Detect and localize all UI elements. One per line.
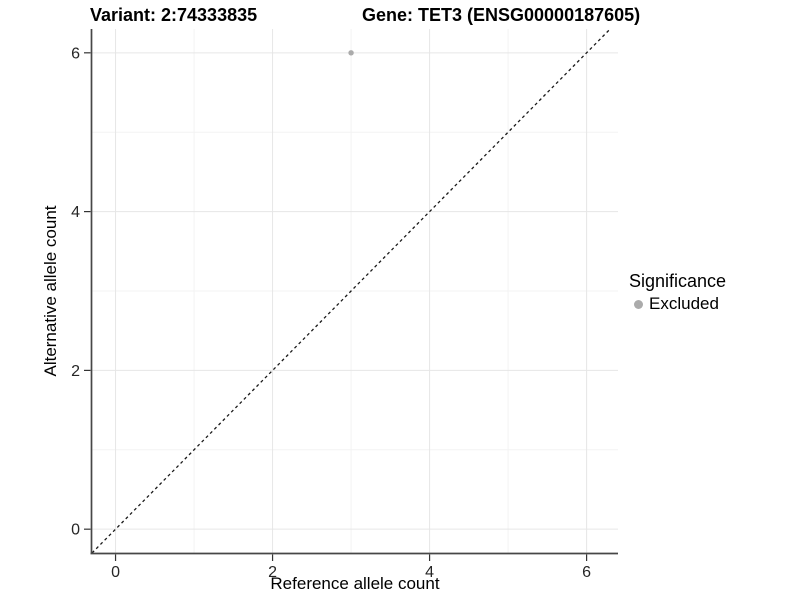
legend: Significance Excluded <box>629 271 726 314</box>
y-tick-label: 4 <box>71 204 80 221</box>
data-point <box>348 50 354 56</box>
x-axis-title: Reference allele count <box>270 574 440 593</box>
identity-line <box>91 28 611 554</box>
plot-title-variant: Variant: 2:74333835 <box>90 5 258 25</box>
y-tick-label: 6 <box>71 45 80 62</box>
x-tick-label: 6 <box>582 564 591 581</box>
legend-entry-label: Excluded <box>649 294 719 313</box>
y-tick-label: 0 <box>71 522 80 539</box>
plot-title-gene: Gene: TET3 (ENSG00000187605) <box>362 5 641 25</box>
legend-marker-circle-icon <box>634 299 643 309</box>
y-tick-label: 2 <box>71 363 80 380</box>
x-tick-label: 2 <box>268 564 277 581</box>
legend-title: Significance <box>629 271 727 291</box>
legend-entry-excluded: Excluded <box>629 294 726 314</box>
x-tick-label: 4 <box>425 564 434 581</box>
x-tick-label: 0 <box>111 564 120 581</box>
y-axis-title: Alternative allele count <box>41 205 60 377</box>
